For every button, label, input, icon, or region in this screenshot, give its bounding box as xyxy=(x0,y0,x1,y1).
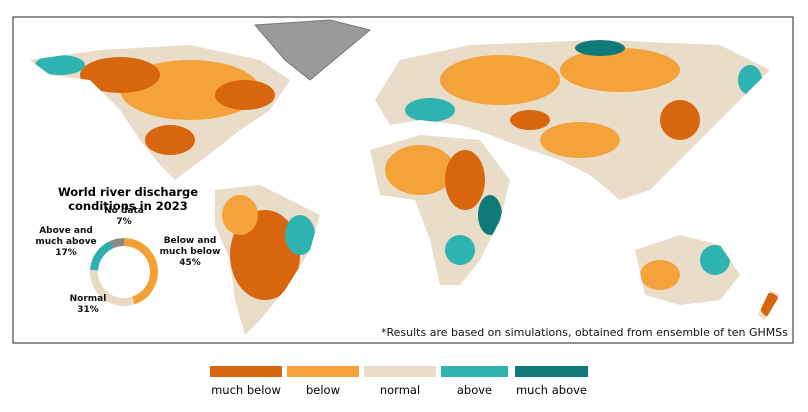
legend-swatch xyxy=(210,366,282,377)
greenland xyxy=(253,19,372,81)
chart-title: World river discharge conditions in 2023 xyxy=(57,185,199,213)
value-label: 31% xyxy=(77,305,99,315)
legend-swatch xyxy=(515,366,588,377)
donut-segment xyxy=(90,269,135,306)
category-label: No data xyxy=(104,206,144,216)
donut-label: Normal 31% xyxy=(48,294,128,316)
legend-label: normal xyxy=(379,383,421,397)
note: *Results are based on simulations, obtai… xyxy=(380,326,788,339)
donut-label: Above and much above 17% xyxy=(26,226,106,259)
legend-label: below xyxy=(305,383,340,397)
value-label: 7% xyxy=(116,217,132,227)
donut-chart xyxy=(90,238,158,306)
legend-swatch xyxy=(287,366,359,377)
legend-swatch xyxy=(364,366,436,377)
legend-label: much below xyxy=(211,383,281,397)
donut-segment xyxy=(90,241,114,271)
category-label: Normal xyxy=(69,294,107,304)
donut-label: No data 7% xyxy=(84,206,164,228)
legend xyxy=(210,366,588,377)
category-label: Above and much above xyxy=(35,226,97,247)
legend-label: above xyxy=(456,383,493,397)
value-label: 17% xyxy=(55,248,77,258)
donut-label: Below and much below 45% xyxy=(150,236,230,269)
value-label: 45% xyxy=(179,258,201,268)
donut-segment xyxy=(123,238,158,305)
category-label: Below and much below xyxy=(159,236,221,257)
donut-segment xyxy=(109,238,125,249)
legend-label: much above xyxy=(515,383,588,397)
legend-swatch xyxy=(441,366,508,377)
